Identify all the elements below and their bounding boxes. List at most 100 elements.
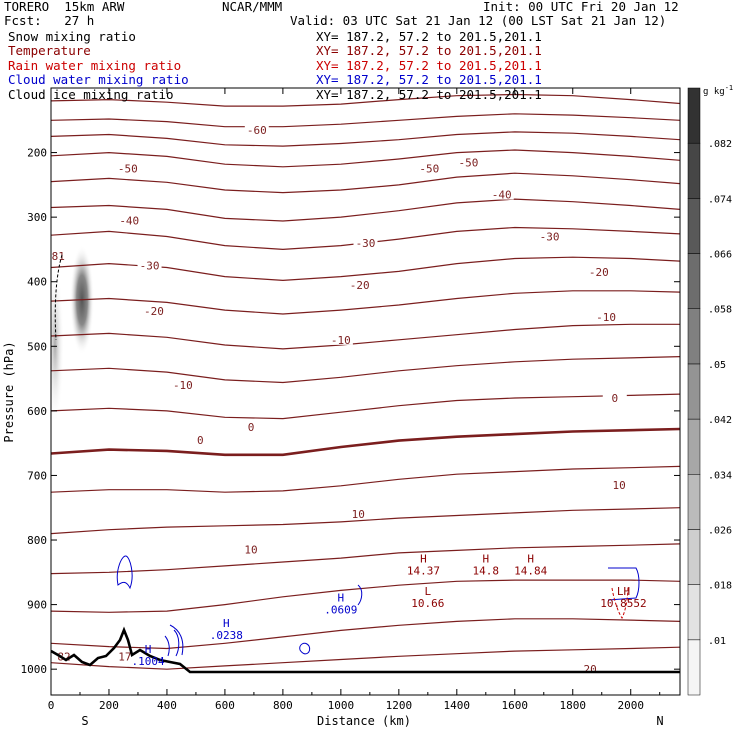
colorbar-tick-label: .058: [708, 305, 732, 316]
colorbar-swatch: [687, 474, 701, 530]
temperature-label-bg: [586, 265, 611, 278]
init-time: Init: 00 UTC Fri 20 Jan 12: [483, 0, 679, 14]
organization: NCAR/MMM: [222, 0, 283, 14]
temperature-label: -30: [140, 260, 160, 273]
temperature-label: -10: [596, 311, 616, 324]
colorbar-swatch: [687, 142, 701, 199]
temperature-label: 20: [584, 663, 597, 676]
x-tick-label: 1600: [502, 699, 529, 712]
x-tick-label: 1800: [560, 699, 587, 712]
extremum-mark: L: [425, 585, 432, 598]
colorbar-swatch: [687, 308, 701, 365]
temperature-label: 0: [248, 421, 255, 434]
y-tick-label: 300: [27, 211, 47, 224]
isotherm: [51, 290, 680, 315]
y-tick-label: 200: [27, 147, 47, 160]
colorbar-swatch: [687, 529, 701, 585]
temperature-label: 0: [197, 434, 204, 447]
x-tick-label: 800: [273, 699, 293, 712]
isotherm: [51, 131, 680, 147]
temperature-label: -40: [119, 214, 139, 227]
isotherm: [51, 172, 680, 194]
colorbar-tick-label: .042: [708, 415, 732, 426]
isotherm: [51, 393, 680, 420]
isotherm: [51, 543, 680, 575]
extremum-value: .0238: [210, 629, 243, 642]
colorbar-swatch: [687, 584, 701, 641]
isotherm: [51, 323, 680, 350]
temperature-label: -60: [247, 124, 267, 137]
temperature-label-bg: [188, 432, 213, 445]
colorbar-tick-label: .01: [708, 636, 726, 647]
model-name: TORERO 15km ARW: [4, 0, 125, 14]
isotherm: [51, 465, 680, 493]
terrain-line: [50, 626, 680, 674]
x-tick-label: 400: [157, 699, 177, 712]
isotherm: [51, 356, 680, 384]
extremum-value: .0609: [324, 603, 357, 616]
colorbar-unit-base: g kg: [703, 87, 725, 97]
y-axis-label: Pressure (hPa): [2, 341, 16, 442]
colorbar: .01 .018 .026 .034 .042 .05 .058 .066 .074 .082: [687, 87, 732, 696]
plot-frame: [50, 87, 681, 696]
temperature-label: -50: [458, 156, 478, 169]
x-axis-end-label: N: [656, 714, 663, 728]
plot-area: [51, 88, 680, 695]
isotherm: [51, 646, 680, 670]
extremum-mark: H: [145, 643, 152, 656]
legend-xy-cloud-ice: XY= 187.2, 57.2 to 201.5,201.1: [316, 87, 542, 102]
temperature-label: -30: [356, 237, 376, 250]
x-tick-label: 600: [215, 699, 235, 712]
colorbar-swatch: [687, 253, 701, 309]
temperature-label: -20: [144, 305, 164, 318]
temperature-label-bg: [46, 248, 71, 261]
temperature-label-bg: [328, 332, 353, 345]
temperature-label-bg: [417, 161, 442, 174]
temperature-label: 17: [118, 650, 131, 663]
cloud-water-contours: [116, 555, 640, 657]
y-tick-label: 700: [27, 469, 47, 482]
extremum-value: 10.66: [411, 597, 444, 610]
temperature-label-bg: [244, 122, 269, 135]
y-tick-label: 400: [27, 276, 47, 289]
isotherm: [51, 618, 680, 650]
isotherm: [51, 113, 680, 128]
temperature-label-bg: [141, 303, 166, 316]
legend-xy-cloud-water: XY= 187.2, 57.2 to 201.5,201.1: [316, 72, 542, 87]
temperature-label-bg: [353, 235, 378, 248]
colorbar-tick-label: .034: [708, 470, 732, 481]
extremum-mark: LH: [617, 585, 630, 598]
legend-xy-temperature: XY= 187.2, 57.2 to 201.5,201.1: [316, 43, 542, 58]
extremum-value: 14.8: [473, 565, 500, 578]
legend-label-temperature: Temperature: [8, 43, 91, 58]
temperature-label: -50: [118, 163, 138, 176]
temperature-label: 0: [611, 392, 618, 405]
extremum-mark: H: [223, 617, 230, 630]
temperature-label: 10: [352, 508, 365, 521]
colorbar-swatch: [687, 418, 701, 475]
legend-xy-snow: XY= 187.2, 57.2 to 201.5,201.1: [316, 29, 542, 44]
x-tick-label: 200: [99, 699, 119, 712]
x-tick-label: 1400: [444, 699, 471, 712]
temperature-label-bg: [607, 478, 632, 491]
legend-label-snow: Snow mixing ratio: [8, 29, 136, 44]
y-tick-label: 900: [27, 599, 47, 612]
temperature-label: -20: [350, 279, 370, 292]
legend-label-rain: Rain water mixing ratio: [8, 58, 182, 73]
temperature-label-bg: [115, 161, 140, 174]
x-axis: 0 200 400 600 800 1000 1200 1400 1600 1800 2000: [48, 88, 661, 712]
colorbar-swatch: [687, 87, 701, 144]
isotherm: [51, 198, 680, 222]
temperature-label: -30: [540, 231, 560, 244]
temperature-label-bg: [347, 277, 372, 290]
colorbar-tick-label: .066: [708, 250, 732, 261]
colorbar-swatch: [687, 363, 701, 420]
zero-isotherm: [51, 427, 680, 457]
x-tick-label: 1200: [386, 699, 413, 712]
temperature-label: 81: [52, 250, 65, 263]
temperature-label-bg: [602, 390, 627, 403]
y-tick-label: 1000: [21, 663, 48, 676]
extremum-value: 14.84: [514, 565, 547, 578]
isotherm: [51, 149, 680, 168]
